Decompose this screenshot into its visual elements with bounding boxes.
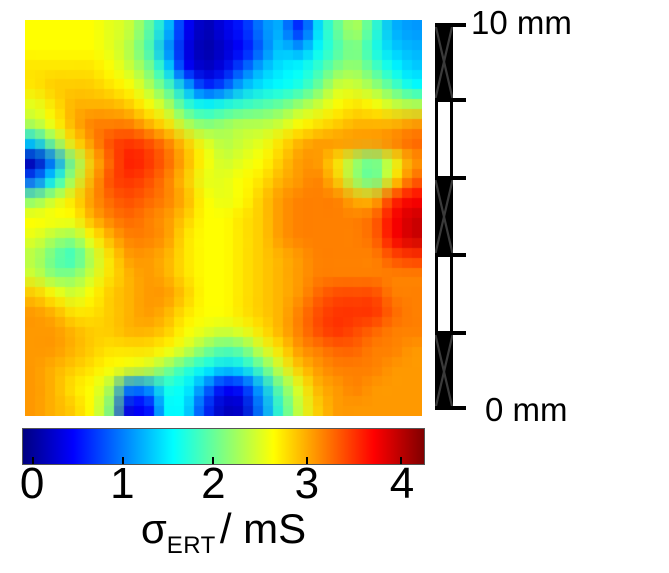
ert-heatmap xyxy=(25,20,422,416)
unit-label: / mS xyxy=(219,505,307,552)
scalebar-tick xyxy=(435,23,466,27)
colorbar-tick xyxy=(121,457,124,464)
colorbar-tick-label: 4 xyxy=(389,459,415,508)
scalebar-segment xyxy=(435,100,453,178)
scalebar-tick xyxy=(435,406,466,410)
colorbar-tick-label: 1 xyxy=(110,459,135,508)
scalebar-segment xyxy=(435,177,453,256)
scalebar-bottom-label: 0 mm xyxy=(485,391,568,428)
scalebar-tick xyxy=(435,253,466,257)
scalebar-segment xyxy=(435,23,453,101)
colorbar-tick xyxy=(32,457,35,464)
scalebar-tick xyxy=(435,331,466,335)
scalebar-top-label: 10 mm xyxy=(471,4,572,41)
colorbar-tick-label: 3 xyxy=(294,459,320,508)
colorbar-tick-label: 2 xyxy=(201,459,226,508)
sigma-subscript: ERT xyxy=(166,532,216,559)
scalebar-tick xyxy=(435,98,466,102)
colorbar-tick xyxy=(305,457,308,464)
colorbar-axis-label: σERT/ mS xyxy=(22,503,425,572)
colorbar-tick-label: 0 xyxy=(19,459,45,508)
scalebar-tick xyxy=(435,176,466,180)
colorbar-tick xyxy=(212,457,215,464)
colorbar xyxy=(22,428,425,465)
scalebar-segment xyxy=(435,255,453,333)
colorbar-tick xyxy=(400,457,403,464)
sigma-symbol: σ xyxy=(140,505,167,552)
scalebar-segment xyxy=(435,332,453,410)
scalebar xyxy=(435,23,466,410)
colorbar-ticks-row: 0 1 2 3 4 xyxy=(19,459,425,508)
